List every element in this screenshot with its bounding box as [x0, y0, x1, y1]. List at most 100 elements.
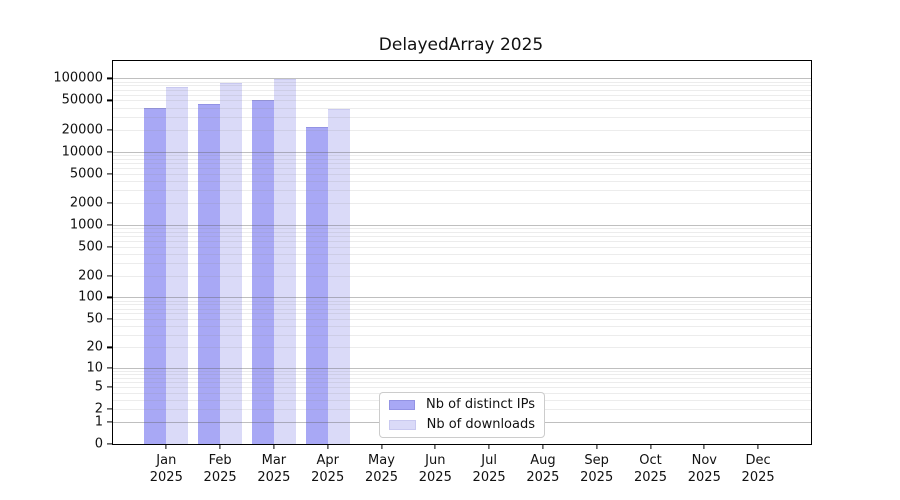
y-tick-mark-100000: [107, 77, 113, 79]
x-tick-mark-oct: [649, 444, 652, 449]
bar-distinct-ips-jan: [144, 108, 167, 444]
x-tick-year: 2025: [580, 470, 614, 485]
bar-distinct-ips-apr: [305, 126, 328, 444]
bars-layer: [113, 61, 811, 444]
x-tick-month: Oct: [639, 453, 662, 468]
y-tick-label-200: 200: [78, 268, 103, 284]
x-tick-year: 2025: [364, 470, 399, 485]
y-tick-mark-200: [107, 274, 113, 277]
legend-swatch-downloads: [389, 420, 416, 430]
x-tick-year: 2025: [203, 470, 237, 485]
x-tick-label-jul: Jul 2025: [473, 452, 506, 486]
bar-distinct-ips-feb: [198, 104, 221, 444]
y-tick-label-2000: 2000: [69, 195, 103, 211]
y-tick-label-10000: 10000: [61, 144, 103, 160]
y-tick-mark-0: [107, 443, 113, 445]
legend-label-downloads: Nb of downloads: [426, 417, 535, 432]
y-tick-mark-2: [107, 408, 113, 410]
x-tick-label-may: May 2025: [365, 452, 398, 486]
legend-swatch-distinct-ips: [389, 400, 416, 410]
x-tick-year: 2025: [418, 470, 452, 485]
y-tick-label-2: 2: [94, 401, 103, 417]
x-tick-month: Mar: [261, 453, 287, 468]
x-tick-mark-apr: [327, 444, 329, 449]
y-tick-mark-5000: [107, 172, 113, 175]
y-tick-mark-10000: [107, 150, 113, 153]
x-tick-label-jun: Jun 2025: [419, 452, 452, 486]
x-tick-year: 2025: [633, 470, 668, 485]
x-tick-mark-dec: [757, 444, 759, 449]
y-tick-mark-500: [107, 245, 113, 248]
y-tick-label-20000: 20000: [61, 122, 103, 137]
x-tick-month: Dec: [745, 453, 771, 468]
legend-item-distinct-ips: Nb of distinct IPs: [389, 397, 535, 413]
y-tick-label-500: 500: [78, 239, 103, 255]
plot-area: 100000 50000 20000 10000 5000 2000 1000 500 200 1…: [53, 60, 812, 485]
y-tick-mark-50: [107, 318, 113, 320]
x-tick-label-mar: Mar 2025: [257, 452, 290, 486]
x-tick-month: Feb: [208, 453, 232, 468]
legend-label-distinct-ips: Nb of distinct IPs: [426, 397, 535, 412]
x-tick-month: Sep: [584, 453, 609, 468]
x-tick-label-feb: Feb 2025: [204, 452, 237, 486]
x-tick-mark-jul: [488, 444, 490, 449]
x-tick-year: 2025: [311, 470, 345, 485]
y-tick-mark-1000: [107, 224, 113, 226]
chart-title: DelayedArray 2025: [378, 35, 544, 55]
y-tick-mark-10: [107, 367, 113, 369]
x-tick-month: Nov: [691, 453, 717, 468]
y-tick-mark-2000: [107, 202, 113, 204]
x-tick-mark-feb: [219, 444, 221, 449]
y-tick-label-50: 50: [86, 311, 103, 327]
y-tick-label-20: 20: [86, 339, 103, 355]
x-tick-year: 2025: [687, 470, 721, 485]
x-tick-label-dec: Dec 2025: [742, 452, 775, 486]
y-tick-mark-50000: [107, 99, 113, 101]
x-tick-mark-jan: [165, 444, 167, 449]
bar-downloads-apr: [327, 108, 350, 444]
y-tick-label-100000: 100000: [53, 70, 103, 86]
x-tick-year: 2025: [472, 470, 506, 485]
bar-distinct-ips-mar: [251, 100, 274, 444]
y-tick-label-0: 0: [94, 436, 103, 452]
x-tick-label-aug: Aug 2025: [526, 452, 559, 486]
x-tick-label-nov: Nov 2025: [688, 452, 721, 486]
x-tick-mark-sep: [596, 444, 598, 449]
x-tick-mark-mar: [273, 444, 275, 449]
y-tick-label-1000: 1000: [69, 217, 103, 233]
x-tick-mark-jun: [434, 444, 436, 449]
x-tick-label-apr: Apr 2025: [311, 452, 344, 486]
x-tick-month: Aug: [530, 453, 556, 468]
y-tick-label-1: 1: [94, 414, 103, 430]
y-tick-mark-5: [107, 386, 113, 388]
y-tick-label-5: 5: [94, 379, 103, 395]
x-tick-label-oct: Oct 2025: [634, 452, 667, 486]
y-tick-mark-20: [107, 346, 113, 348]
bar-downloads-feb: [220, 82, 243, 444]
y-tick-label-10: 10: [86, 360, 103, 376]
x-tick-year: 2025: [741, 470, 775, 485]
bar-downloads-mar: [273, 78, 296, 444]
x-tick-year: 2025: [526, 470, 560, 485]
y-tick-label-100: 100: [78, 289, 103, 305]
y-tick-mark-1: [107, 421, 113, 423]
x-tick-year: 2025: [257, 470, 291, 485]
legend: Nb of distinct IPs Nb of downloads: [379, 392, 545, 438]
legend-item-downloads: Nb of downloads: [389, 417, 535, 433]
y-tick-mark-100: [107, 296, 113, 299]
x-tick-month: May: [368, 453, 395, 468]
x-tick-month: Jan: [156, 453, 177, 468]
x-tick-mark-may: [380, 444, 383, 449]
x-tick-label-sep: Sep 2025: [580, 452, 613, 486]
x-tick-month: Jun: [425, 453, 446, 468]
y-tick-label-5000: 5000: [69, 166, 103, 182]
x-tick-year: 2025: [149, 470, 183, 485]
x-tick-month: Apr: [316, 453, 339, 468]
x-tick-month: Jul: [481, 453, 497, 468]
bar-downloads-jan: [166, 86, 189, 444]
y-tick-label-50000: 50000: [61, 92, 103, 108]
y-tick-mark-20000: [107, 128, 113, 131]
x-tick-mark-nov: [703, 444, 705, 449]
x-tick-label-jan: Jan 2025: [150, 452, 183, 486]
